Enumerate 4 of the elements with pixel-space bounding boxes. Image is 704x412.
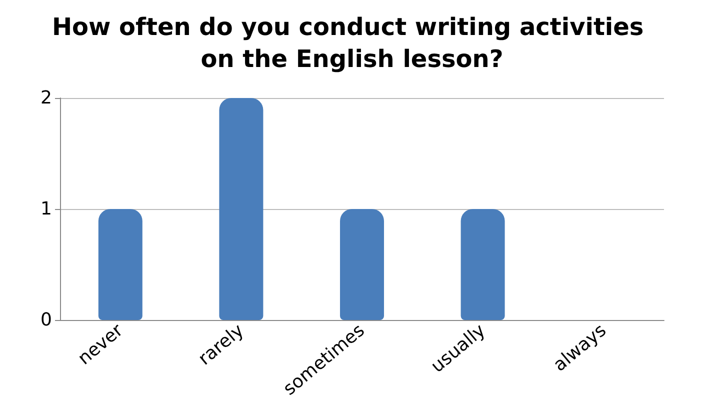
y-tick-label: 0: [40, 310, 52, 330]
chart-title: How often do you conduct writing activities on the English lesson?: [52, 13, 652, 73]
y-tick-label: 2: [40, 88, 52, 108]
y-tick-label: 1: [40, 198, 52, 220]
